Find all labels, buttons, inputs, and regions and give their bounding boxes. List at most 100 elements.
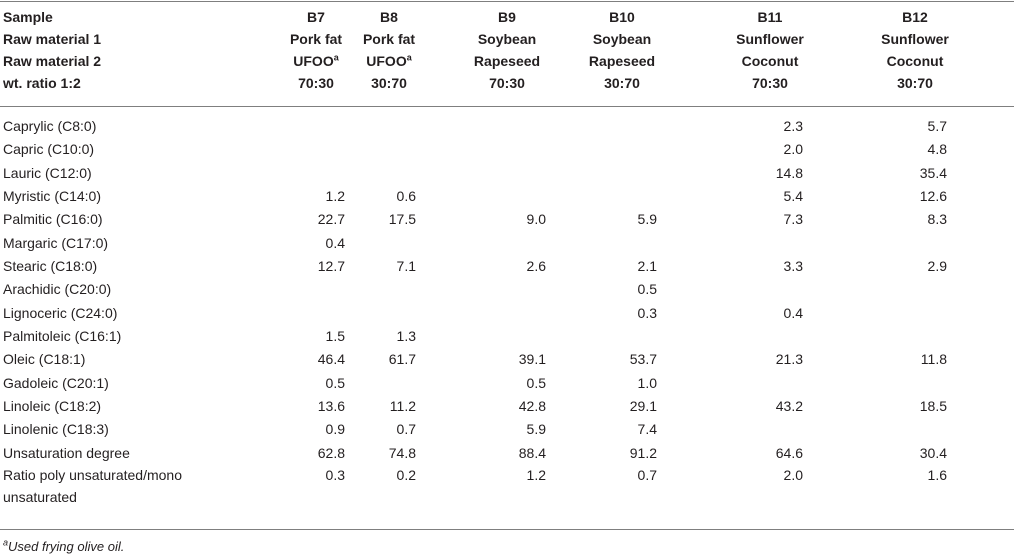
header-cell-text: Coconut [741, 53, 799, 69]
row-label: Myristic (C14:0) [3, 188, 102, 205]
row-label: Lignoceric (C24:0) [3, 304, 118, 321]
table-row: Palmitoleic (C16:1) 1.5 1.3 [0, 325, 1014, 348]
table-row: Stearic (C18:0) 12.7 7.1 2.6 2.1 3.3 2.9 [0, 255, 1014, 278]
header-cell: UFOOa [261, 50, 371, 72]
header-row-raw1: Raw material 1 Pork fat Pork fat Soybean Soy… [0, 28, 1014, 50]
superscript-marker: a [333, 52, 339, 63]
table-row: Linolenic (C18:3) 0.9 0.7 5.9 7.4 [0, 418, 1014, 441]
value-cell: 1.2 [526, 467, 546, 484]
table-row: Capric (C10:0) 2.0 4.8 [0, 138, 1014, 161]
row-label: Unsaturation degree [3, 444, 130, 461]
header-cell-text: Soybean [477, 31, 537, 47]
header-row-raw2: Raw material 2 UFOOa UFOOa Rapeseed Rapeseed… [0, 50, 1014, 72]
row-label: Palmitic (C16:0) [3, 211, 103, 228]
row-label: Ratio poly unsaturated/mono unsaturated [3, 467, 182, 505]
footnote-text: Used frying olive oil. [8, 539, 125, 554]
header-cell: 30:70 [860, 72, 970, 94]
table-row: Arachidic (C20:0) 0.5 [0, 278, 1014, 301]
header-label: Raw material 2 [3, 53, 102, 69]
value-cell: 88.4 [518, 444, 546, 461]
value-cell: 12.6 [919, 188, 947, 205]
row-label: Stearic (C18:0) [3, 258, 98, 275]
value-cell: 14.8 [775, 164, 803, 181]
header-cell: Pork fat [261, 28, 371, 50]
table-row-ratio: Ratio poly unsaturated/mono unsaturated 0… [0, 465, 1014, 531]
table-row: Margaric (C17:0) 0.4 [0, 232, 1014, 255]
value-cell: 0.3 [637, 304, 657, 321]
row-label: Palmitoleic (C16:1) [3, 328, 122, 345]
row-label: Capric (C10:0) [3, 141, 95, 158]
header-cell: Sunflower [860, 28, 970, 50]
bottom-rule [0, 529, 1014, 530]
value-cell: 3.3 [783, 258, 803, 275]
header-cell-text: B12 [902, 9, 928, 25]
row-label: Arachidic (C20:0) [3, 281, 112, 298]
value-cell: 2.9 [927, 258, 947, 275]
header-cell: Rapeseed [567, 50, 677, 72]
value-cell: 21.3 [775, 351, 803, 368]
header-cell: 70:30 [261, 72, 371, 94]
value-cell: 91.2 [629, 444, 657, 461]
value-cell: 9.0 [526, 211, 546, 228]
header-cell: Soybean [452, 28, 562, 50]
row-label: Caprylic (C8:0) [3, 118, 97, 134]
header-cell: Coconut [860, 50, 970, 72]
value-cell: 53.7 [629, 351, 657, 368]
header-cell-text: Rapeseed [588, 53, 656, 69]
header-cell-text: B9 [498, 9, 516, 25]
header-cell: B9 [452, 6, 562, 28]
footnote: aUsed frying olive oil. [3, 538, 125, 554]
header-cell-text: Sunflower [881, 31, 949, 47]
header-cell-text: Coconut [886, 53, 944, 69]
value-cell: 29.1 [629, 398, 657, 415]
value-cell: 1.2 [325, 188, 345, 205]
value-cell: 43.2 [775, 398, 803, 415]
value-cell: 13.6 [317, 398, 345, 415]
table-body: Caprylic (C8:0) 2.3 5.7 Capric (C10:0) 2.0 4.… [0, 115, 1014, 531]
row-label: Gadoleic (C20:1) [3, 374, 109, 391]
header-cell-text: 30:70 [897, 75, 933, 91]
table-header: Sample B7 B8 B9 B10 B11 B12 Raw material 1 Pork … [0, 6, 1014, 94]
header-cell: B8 [334, 6, 444, 28]
value-cell: 1.5 [325, 328, 345, 345]
value-cell: 12.7 [317, 258, 345, 275]
value-cell: 2.3 [783, 118, 803, 134]
value-cell: 39.1 [518, 351, 546, 368]
header-cell-text: 70:30 [298, 75, 334, 91]
header-label: wt. ratio 1:2 [3, 75, 81, 91]
header-cell: UFOOa [334, 50, 444, 72]
value-cell: 17.5 [388, 211, 416, 228]
table-row: Caprylic (C8:0) 2.3 5.7 [0, 115, 1014, 138]
value-cell: 5.9 [526, 421, 546, 438]
header-cell: B7 [261, 6, 371, 28]
row-label: Lauric (C12:0) [3, 164, 92, 181]
header-row-ratio: wt. ratio 1:2 70:30 30:70 70:30 30:70 70:30 30… [0, 72, 1014, 94]
value-cell: 2.0 [783, 467, 803, 484]
header-cell-text: 70:30 [752, 75, 788, 91]
value-cell: 0.2 [396, 467, 416, 484]
value-cell: 0.4 [783, 304, 803, 321]
superscript-marker: a [406, 52, 412, 63]
header-cell-text: 70:30 [489, 75, 525, 91]
row-label: Margaric (C17:0) [3, 234, 109, 251]
value-cell: 7.3 [783, 211, 803, 228]
value-cell: 11.2 [389, 398, 416, 415]
header-cell: B10 [567, 6, 677, 28]
header-cell: 70:30 [715, 72, 825, 94]
table-row: Linoleic (C18:2) 13.6 11.2 42.8 29.1 43.2 18.5 [0, 395, 1014, 418]
value-cell: 1.0 [637, 374, 657, 391]
header-cell-text: B10 [609, 9, 635, 25]
value-cell: 2.1 [637, 258, 657, 275]
header-cell-text: B7 [307, 9, 325, 25]
value-cell: 74.8 [388, 444, 416, 461]
header-cell: Rapeseed [452, 50, 562, 72]
value-cell: 2.6 [526, 258, 546, 275]
value-cell: 7.4 [637, 421, 657, 438]
value-cell: 0.9 [325, 421, 345, 438]
value-cell: 5.4 [783, 188, 803, 205]
value-cell: 46.4 [317, 351, 345, 368]
header-cell-text: Sunflower [736, 31, 804, 47]
value-cell: 0.5 [325, 374, 345, 391]
header-cell-text: UFOO [293, 53, 334, 69]
header-cell: Coconut [715, 50, 825, 72]
